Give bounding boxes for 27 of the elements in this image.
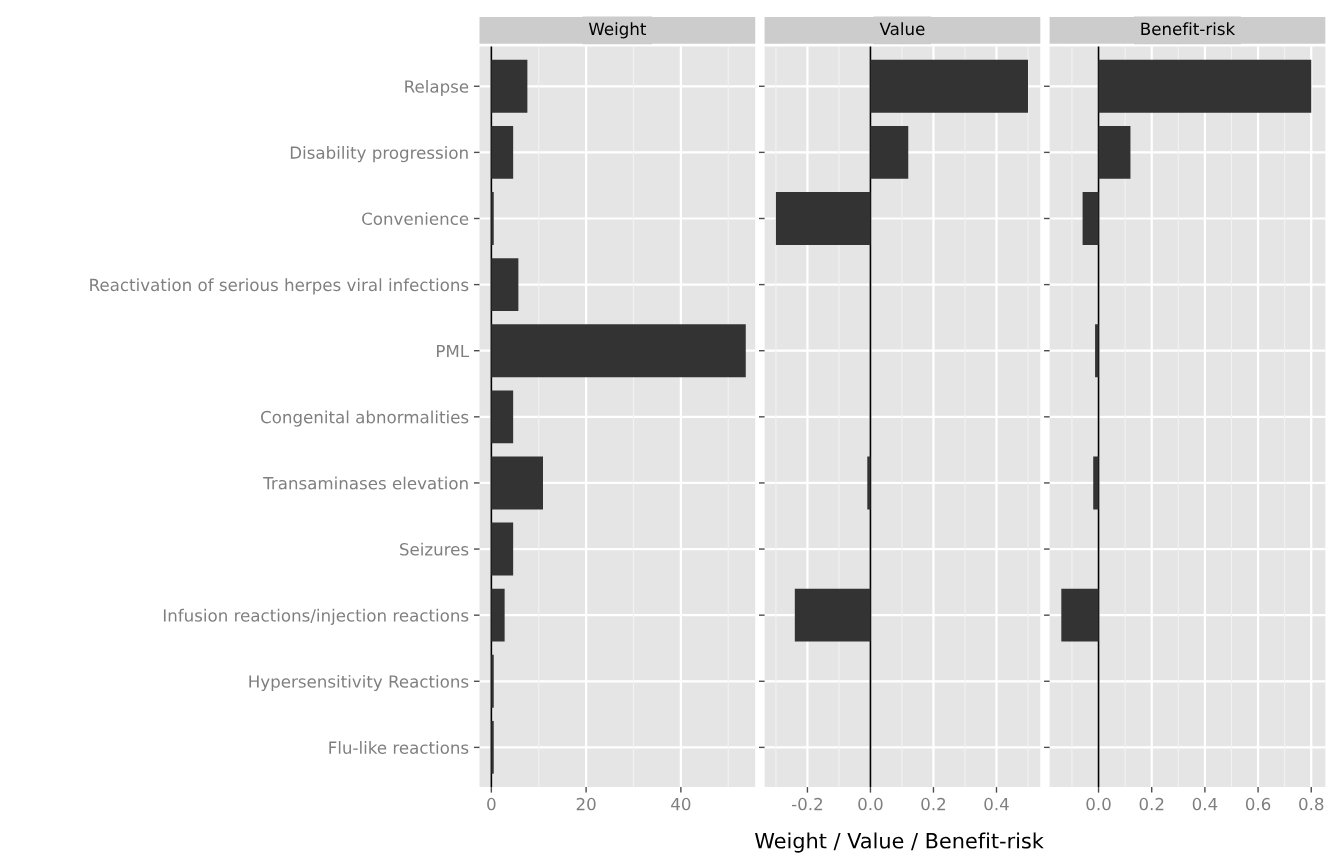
y-tick-label: Disability progression (290, 146, 468, 163)
chart-title: Value (879, 22, 925, 36)
x-tick-label: 0.0 (858, 797, 883, 811)
x-tick-label: 0.6 (1245, 797, 1271, 811)
x-tick-label: 0.4 (984, 797, 1009, 811)
x-tick-label: 0.0 (1086, 797, 1111, 811)
x-tick-label: 0 (487, 797, 496, 811)
chart-title: Weight (588, 22, 647, 39)
y-tick-label: Seizures (400, 542, 469, 556)
chart-title: Benefit-risk (1141, 22, 1236, 36)
y-tick-label: Flu-like reactions (329, 741, 469, 754)
x-tick-label: 0.2 (1139, 797, 1164, 811)
y-tick-label: Relapse (405, 79, 469, 97)
y-tick-label: Hypersensitivity Reactions (249, 674, 469, 692)
y-tick-label: Congenital abnormalities (261, 410, 469, 427)
y-tick-label: Convenience (362, 212, 469, 226)
y-tick-label: Infusion reactions/injection reactions (163, 608, 469, 625)
x-tick-label: 0.2 (921, 797, 946, 811)
y-tick-label: Transaminases elevation (263, 476, 468, 490)
x-tick-label: 0.4 (1192, 797, 1218, 811)
x-tick-label: -0.2 (791, 797, 823, 811)
x-tick-label: 20 (576, 797, 596, 811)
y-tick-label: PML (437, 344, 470, 358)
y-tick-label: Reactivation of serious herpes viral infections (90, 278, 469, 295)
x-axis-title: Weight / Value / Benefit-risk (755, 832, 1044, 853)
x-tick-label: 0.8 (1299, 797, 1324, 811)
x-tick-label: 40 (671, 797, 691, 811)
